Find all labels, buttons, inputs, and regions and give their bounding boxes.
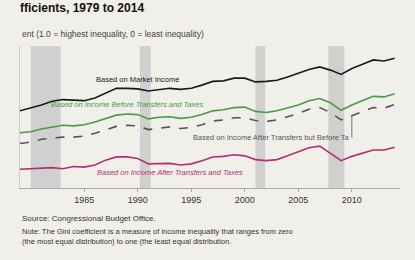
svg-text:1990: 1990 (128, 195, 148, 205)
svg-text:2010: 2010 (342, 195, 362, 205)
svg-text:2000: 2000 (235, 195, 255, 205)
svg-text:ent (1.0 = highest inequality,: ent (1.0 = highest inequality, 0 = least… (22, 29, 204, 39)
svg-text:Note: The Gini coefficient is: Note: The Gini coefficient is a measure … (22, 227, 293, 246)
svg-text:Based on Income After Transfer: Based on Income After Transfers and Taxe… (97, 168, 243, 177)
svg-text:Based on Market Income: Based on Market Income (96, 75, 179, 84)
svg-text:Based on Income After Transfer: Based on Income After Transfers but Befo… (193, 133, 350, 142)
svg-text:Source: Congressional Budget O: Source: Congressional Budget Office. (22, 214, 156, 223)
svg-text:1985: 1985 (74, 195, 94, 205)
svg-text:1995: 1995 (181, 195, 201, 205)
svg-text:2005: 2005 (288, 195, 308, 205)
svg-text:fficients, 1979 to 2014: fficients, 1979 to 2014 (20, 1, 144, 15)
svg-text:Based on Income Before Transfe: Based on Income Before Transfers and Tax… (51, 100, 203, 109)
